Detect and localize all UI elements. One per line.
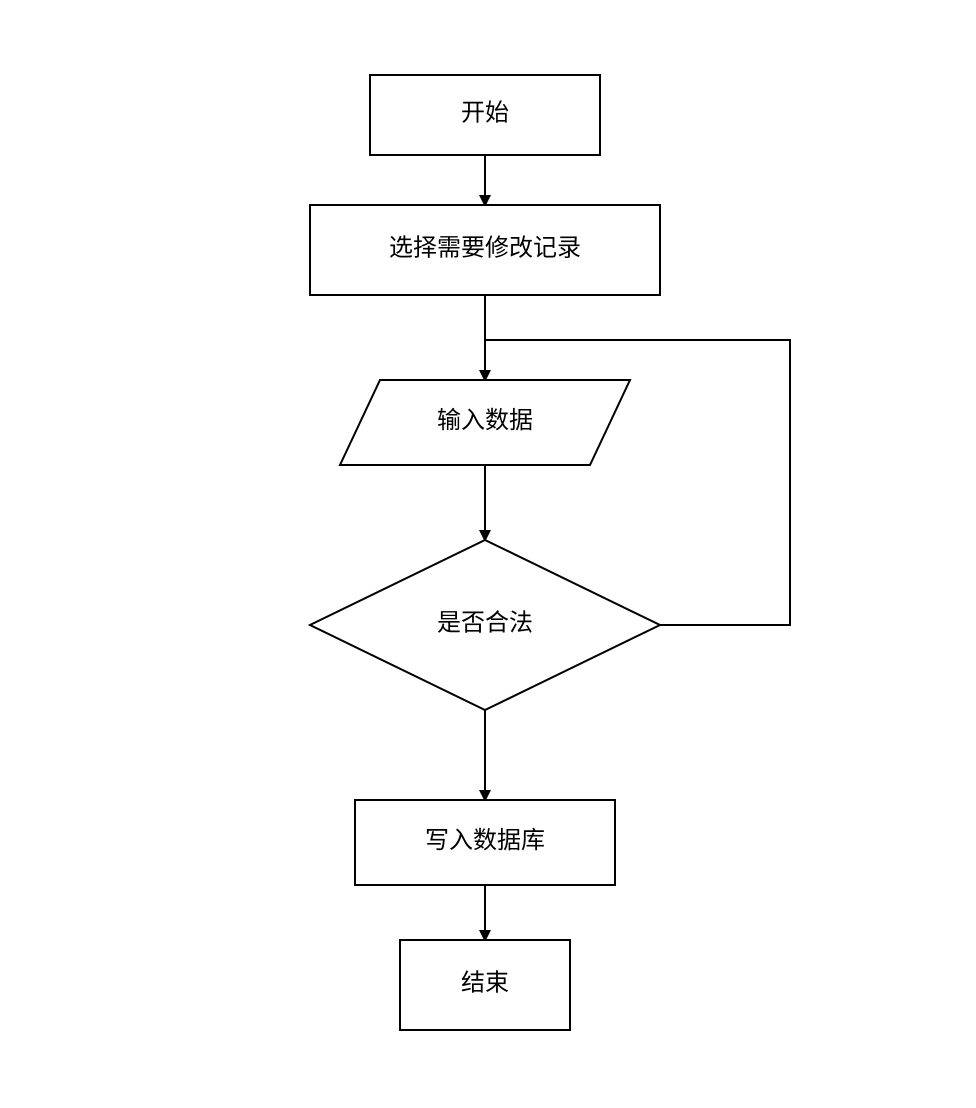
node-decision-label: 是否合法 bbox=[437, 610, 533, 637]
node-start-label: 开始 bbox=[461, 100, 509, 127]
node-decision: 是否合法 bbox=[310, 540, 660, 710]
node-end-label: 结束 bbox=[461, 970, 509, 997]
node-input-label: 输入数据 bbox=[437, 407, 533, 434]
node-end: 结束 bbox=[400, 940, 570, 1030]
node-write-label: 写入数据库 bbox=[425, 827, 545, 854]
node-input: 输入数据 bbox=[340, 380, 630, 465]
node-select-label: 选择需要修改记录 bbox=[389, 235, 581, 262]
node-start: 开始 bbox=[370, 75, 600, 155]
flowchart-diagram: 开始选择需要修改记录输入数据是否合法写入数据库结束 bbox=[0, 0, 976, 1108]
node-select: 选择需要修改记录 bbox=[310, 205, 660, 295]
node-write: 写入数据库 bbox=[355, 800, 615, 885]
